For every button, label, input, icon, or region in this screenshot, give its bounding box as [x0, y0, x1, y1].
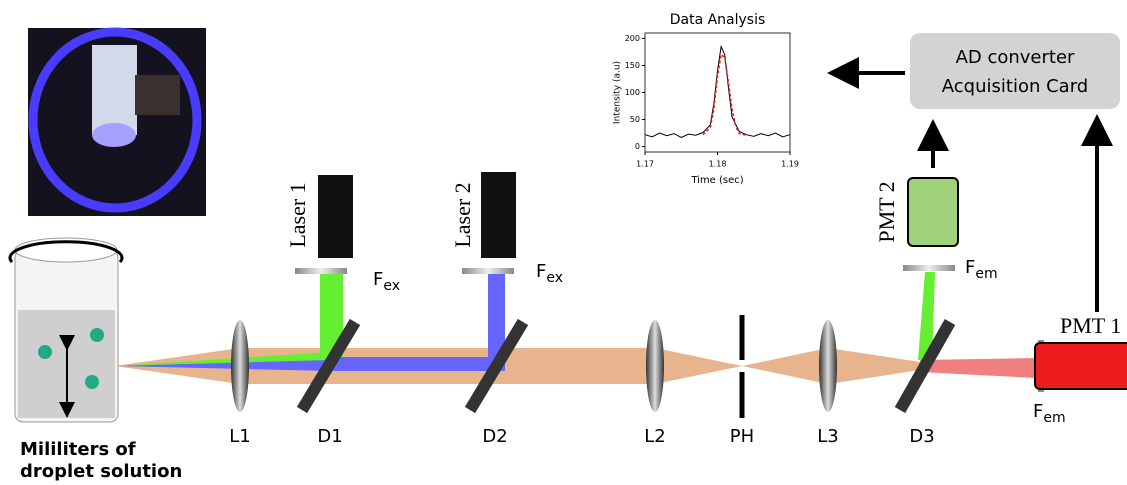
y-tick-label: 50	[630, 115, 640, 124]
y-tick-label: 0	[635, 142, 640, 151]
lens	[819, 320, 837, 412]
converter-label: Acquisition Card	[942, 76, 1088, 97]
data-line	[702, 53, 747, 136]
filter-sub: ex	[383, 278, 400, 294]
filter-label: Fem	[965, 257, 998, 282]
x-tick-label: 1.18	[709, 160, 727, 169]
inset-chart: Data Analysis Time (sec) Intensity (a.u) 0 5…	[613, 12, 799, 186]
chart-title: Data Analysis	[670, 12, 766, 28]
pmt-label: PMT 1	[1060, 313, 1121, 338]
optic-label: L3	[817, 426, 838, 447]
lens	[646, 320, 664, 412]
beam	[918, 272, 935, 360]
optic-label: D1	[317, 426, 342, 447]
optic-labels: L1 D1 D2 L2 PH L3 D3	[229, 426, 934, 447]
optic-label: D3	[909, 426, 934, 447]
data-line	[644, 44, 791, 138]
vial-label: Mililiters of	[20, 439, 136, 460]
filter-main: F	[536, 261, 546, 282]
pmt-label: PMT 2	[874, 181, 899, 242]
laser-label: Laser 2	[450, 182, 475, 247]
filter-main: F	[1033, 401, 1043, 422]
laser-label: Laser 1	[285, 182, 310, 247]
beam	[115, 352, 330, 366]
filter-sub: em	[1043, 410, 1065, 426]
pmt	[1034, 342, 1127, 390]
vial	[8, 237, 124, 423]
plot-frame	[644, 32, 791, 153]
y-tick-label: 150	[625, 61, 640, 70]
filter-label: Fem	[1033, 401, 1066, 426]
filter-sub: em	[975, 266, 997, 282]
beam	[115, 357, 505, 371]
dichroic-mirror	[464, 318, 529, 414]
optic-label: L2	[644, 426, 665, 447]
y-axis-label: Intensity (a.u)	[613, 61, 623, 124]
converter-box	[910, 33, 1120, 109]
laser-body	[318, 175, 353, 258]
converter-label: AD converter	[956, 47, 1075, 68]
beam	[920, 358, 1035, 378]
beam	[488, 270, 505, 365]
y-tick-label: 100	[625, 88, 640, 97]
optic-label: D2	[482, 426, 507, 447]
x-tick-label: 1.17	[636, 160, 654, 169]
photo	[28, 27, 206, 216]
filter	[462, 268, 514, 274]
optic-label: L1	[229, 426, 250, 447]
lens	[231, 320, 249, 412]
dichroic-mirror	[296, 318, 361, 414]
pmt	[907, 177, 959, 247]
filter-label: Fex	[536, 261, 563, 286]
y-tick-label: 200	[625, 34, 640, 43]
x-tick-label: 1.19	[781, 160, 799, 169]
filter-main: F	[373, 269, 383, 290]
filter-label: Fex	[373, 269, 400, 294]
filter	[903, 265, 955, 271]
optic-label: PH	[730, 426, 754, 447]
laser-body	[481, 172, 516, 258]
dichroic-mirror	[894, 319, 956, 413]
vial-label: droplet solution	[20, 461, 182, 482]
x-axis-label: Time (sec)	[690, 175, 743, 186]
filter-main: F	[965, 257, 975, 278]
filter-sub: ex	[546, 270, 563, 286]
filter	[295, 268, 347, 274]
